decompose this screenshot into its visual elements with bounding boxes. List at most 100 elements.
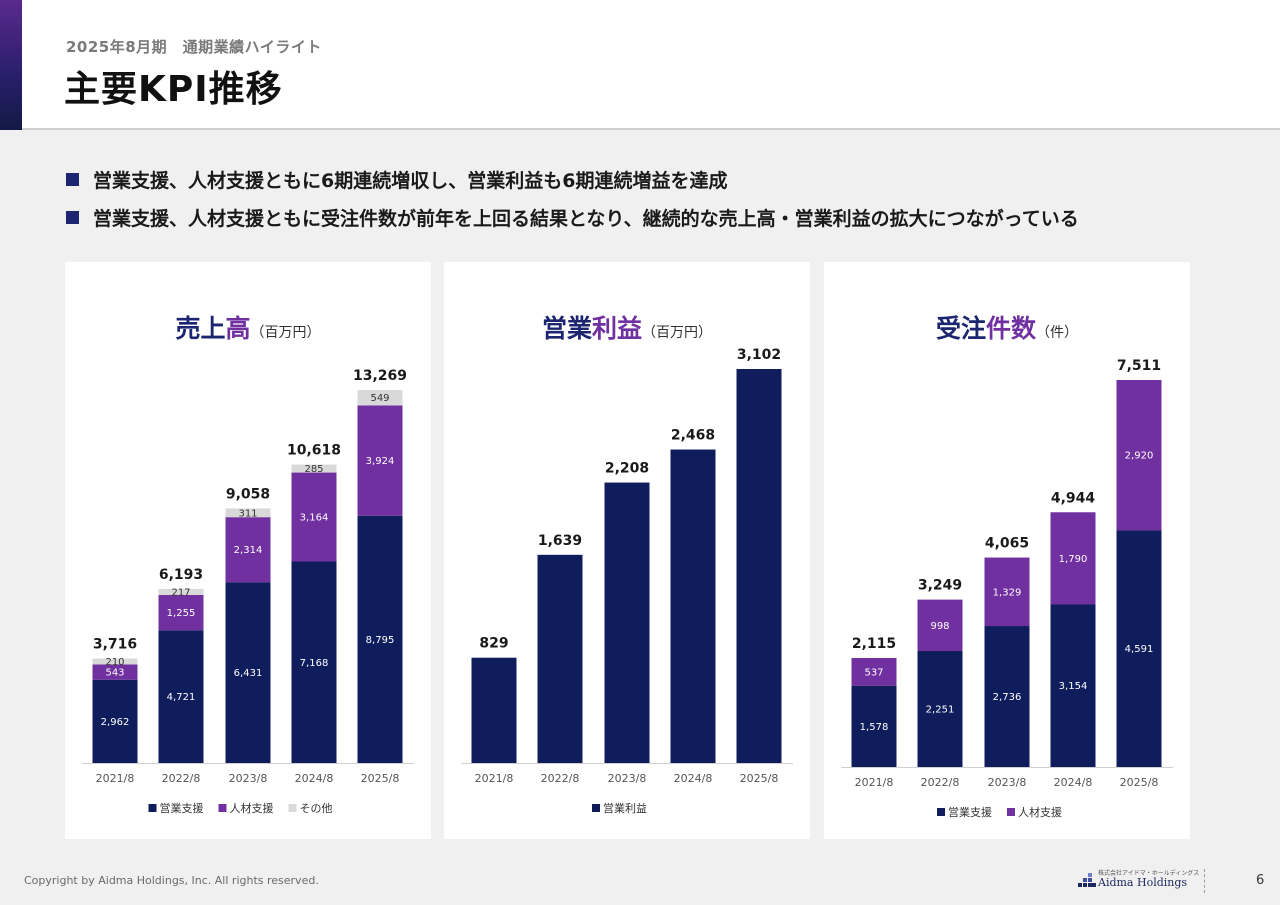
data-label: 1,255 <box>167 608 196 619</box>
x-tick-label: 2022/8 <box>162 772 201 785</box>
data-label: 311 <box>238 508 257 519</box>
page-title: 主要KPI推移 <box>64 69 283 110</box>
data-label: 2,920 <box>1125 451 1154 462</box>
x-tick-label: 2021/8 <box>475 772 514 785</box>
bar-人材支援 <box>158 595 204 631</box>
bar-人材支援 <box>917 599 963 652</box>
chart-title: 営業利益（百万円） <box>542 314 712 343</box>
bar-営業支援 <box>357 515 403 763</box>
bar-営業支援 <box>225 582 271 763</box>
bar-営業利益 <box>736 369 782 763</box>
chart-title: 受注件数（件） <box>936 314 1078 343</box>
data-label: 998 <box>930 621 949 632</box>
total-label: 4,065 <box>985 536 1029 552</box>
x-tick-label: 2022/8 <box>921 776 960 789</box>
total-label: 4,944 <box>1051 490 1096 506</box>
data-label: 217 <box>171 587 190 598</box>
header-accent-bar <box>0 0 22 130</box>
chart-unit: （百万円） <box>251 325 321 341</box>
total-label: 10,618 <box>287 443 341 459</box>
chart-title-part: 受注 <box>936 314 986 343</box>
company-logo: 株式会社アイドマ・ホールディングス Aidma Holdings <box>1078 867 1199 893</box>
x-tick-label: 2023/8 <box>988 776 1027 789</box>
bar-営業支援 <box>1050 604 1096 767</box>
x-tick-label: 2024/8 <box>295 772 334 785</box>
footer-divider <box>1204 869 1205 893</box>
x-tick-label: 2024/8 <box>674 772 713 785</box>
data-label: 7,168 <box>300 658 329 669</box>
bar-営業利益 <box>471 657 517 763</box>
x-tick-label: 2021/8 <box>855 776 894 789</box>
data-label: 543 <box>105 668 124 679</box>
data-label: 4,721 <box>167 692 196 703</box>
x-tick-label: 2023/8 <box>229 772 268 785</box>
chart-unit: （件） <box>1036 325 1078 341</box>
x-tick-label: 2025/8 <box>1120 776 1159 789</box>
logo-mark-icon <box>1078 873 1096 887</box>
bar-その他 <box>357 390 403 406</box>
total-label: 829 <box>479 636 508 652</box>
logo-text: Aidma Holdings <box>1098 876 1188 889</box>
bar-営業利益 <box>670 449 716 763</box>
bullet-item: 営業支援、人材支援ともに6期連続増収し、営業利益も6期連続増益を達成 <box>66 160 1079 198</box>
bar-人材支援 <box>357 405 403 516</box>
data-label: 6,431 <box>234 668 263 679</box>
legend-swatch <box>1007 808 1015 816</box>
bullet-item: 営業支援、人材支援ともに受注件数が前年を上回る結果となり、継続的な売上高・営業利… <box>66 198 1079 236</box>
total-label: 3,249 <box>918 578 962 594</box>
bar-営業支援 <box>92 679 138 763</box>
data-label: 2,251 <box>926 705 955 716</box>
total-label: 7,511 <box>1117 358 1161 374</box>
legend-label: 営業支援 <box>948 805 992 819</box>
data-label: 285 <box>304 464 323 475</box>
legend-swatch <box>592 804 600 812</box>
total-label: 2,115 <box>852 636 896 652</box>
data-label: 3,924 <box>366 456 395 467</box>
legend-label: 人材支援 <box>230 801 274 815</box>
data-label: 1,790 <box>1059 554 1088 565</box>
bullet-text: 営業支援、人材支援ともに受注件数が前年を上回る結果となり、継続的な売上高・営業利… <box>93 207 1079 230</box>
bar-人材支援 <box>291 472 337 562</box>
total-label: 2,468 <box>671 428 715 444</box>
data-label: 1,329 <box>993 587 1022 598</box>
chart-title-part: 売上 <box>175 314 225 343</box>
bullet-square-icon <box>66 210 79 224</box>
bar-営業支援 <box>1116 530 1162 767</box>
logo-subtext: 株式会社アイドマ・ホールディングス <box>1098 870 1200 877</box>
bar-その他 <box>158 588 204 596</box>
orders-chart: 受注件数（件） 1,578 537 2,115 2021/8 2,251 998 3,249 2… <box>841 314 1173 819</box>
legend-label: 営業支援 <box>160 801 204 815</box>
bar-人材支援 <box>1050 512 1096 605</box>
legend-swatch <box>288 804 297 812</box>
legend-swatch <box>937 808 945 816</box>
bar-その他 <box>92 658 138 665</box>
bar-人材支援 <box>1116 380 1162 531</box>
bullet-square-icon <box>66 172 79 186</box>
bar-営業支援 <box>917 651 963 767</box>
total-label: 1,639 <box>538 533 582 549</box>
chart-card-orders: 受注件数（件） 1,578 537 2,115 2021/8 2,251 998 3,249 2… <box>824 262 1190 839</box>
x-tick-label: 2025/8 <box>361 772 400 785</box>
bar-営業支援 <box>984 626 1030 767</box>
chart-card-operating-profit: 営業利益（百万円） 829 2021/8 1,639 2022/8 2,208 2023/8… <box>444 262 810 839</box>
total-label: 13,269 <box>353 368 407 384</box>
legend-swatch <box>218 804 227 812</box>
bullet-text: 営業支援、人材支援ともに6期連続増収し、営業利益も6期連続増益を達成 <box>93 169 728 192</box>
bar-営業支援 <box>158 630 204 763</box>
total-label: 2,208 <box>605 461 649 477</box>
chart-title-part: 件数 <box>986 314 1037 343</box>
x-tick-label: 2023/8 <box>608 772 647 785</box>
header <box>0 0 1280 130</box>
chart-title-part: 営業 <box>542 314 592 343</box>
bar-人材支援 <box>92 664 138 680</box>
total-label: 6,193 <box>159 567 203 583</box>
operating-profit-chart: 営業利益（百万円）8292021/81,6392022/82,2082023/8… <box>461 314 793 815</box>
chart-title: 売上高（百万円） <box>175 314 320 343</box>
chart-title-part: 高 <box>226 314 251 343</box>
total-label: 9,058 <box>226 486 270 502</box>
bullet-list: 営業支援、人材支援ともに6期連続増収し、営業利益も6期連続増益を達成 営業支援、… <box>66 160 1079 236</box>
data-label: 210 <box>105 657 124 668</box>
copyright-text: Copyright by Aidma Holdings, Inc. All ri… <box>24 874 319 887</box>
bar-人材支援 <box>225 517 271 583</box>
data-label: 3,154 <box>1059 681 1088 692</box>
